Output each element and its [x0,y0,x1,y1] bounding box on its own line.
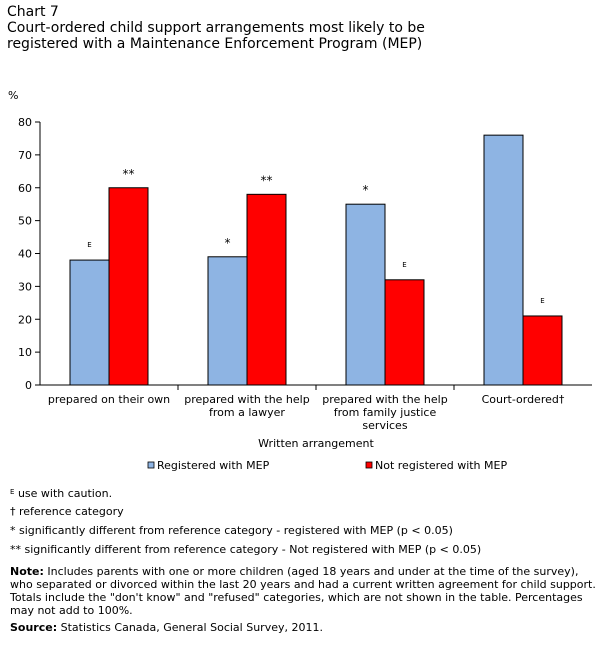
legend-swatch [147,461,155,469]
significance-marker: E [402,261,406,269]
y-tick-label: 60 [18,182,32,195]
significance-marker: ** [261,173,273,187]
y-tick-label: 0 [25,379,32,392]
y-tick-label: 50 [18,215,32,228]
significance-marker: E [87,241,91,249]
category-label: Court-ordered† [482,393,565,406]
significance-marker: E [540,297,544,305]
legend: Registered with MEP Not registered with M… [147,459,507,472]
significance-marker: * [363,183,369,197]
bar-registered [345,203,386,386]
footnote-e: E use with caution. [10,486,112,500]
footnote-dagger: † reference category [10,505,124,518]
bar-not-registered [108,187,149,386]
y-tick-label: 80 [18,116,32,129]
legend-label: Not registered with MEP [375,459,507,472]
category-label: prepared on their own [48,393,170,406]
footnote-star: * significantly different from reference… [10,524,453,537]
chart-label: Chart 7 [7,4,59,20]
source-text: Statistics Canada, General Social Survey… [60,621,323,634]
footnote-e-symbol: E [10,488,15,496]
y-axis-label: % [8,89,18,102]
y-tick-label: 20 [18,313,32,326]
legend-swatch [365,461,373,469]
category-label: prepared with the help [322,393,447,406]
footnote-doublestar: ** significantly different from referenc… [10,543,482,556]
category-label: from a lawyer [209,406,285,419]
y-tick-label: 70 [18,149,32,162]
footnote-e-text: use with caution. [17,487,113,500]
significance-marker: ** [123,167,135,181]
chart-title: Court-ordered child support arrangements… [7,20,425,52]
note-label: Note: [10,565,44,578]
y-tick-label: 30 [18,280,32,293]
note-text: Includes parents with one or more childr… [10,565,596,617]
legend-label: Registered with MEP [157,459,270,472]
bar-not-registered [522,315,563,386]
source-label: Source: [10,621,58,634]
bar-registered [207,256,248,386]
category-label: prepared with the help [184,393,309,406]
significance-marker: * [225,236,231,250]
bar-registered [69,259,110,386]
bar-not-registered [384,279,425,386]
note: Note: Includes parents with one or more … [10,565,600,617]
source: Source: Statistics Canada, General Socia… [10,621,600,634]
x-axis-title: Written arrangement [258,437,374,450]
bar-registered [483,134,524,386]
category-label: from family justice [334,406,437,419]
y-tick-label: 10 [18,346,32,359]
category-label: services [362,419,407,432]
bar-not-registered [246,193,287,386]
y-tick-label: 40 [18,248,32,261]
